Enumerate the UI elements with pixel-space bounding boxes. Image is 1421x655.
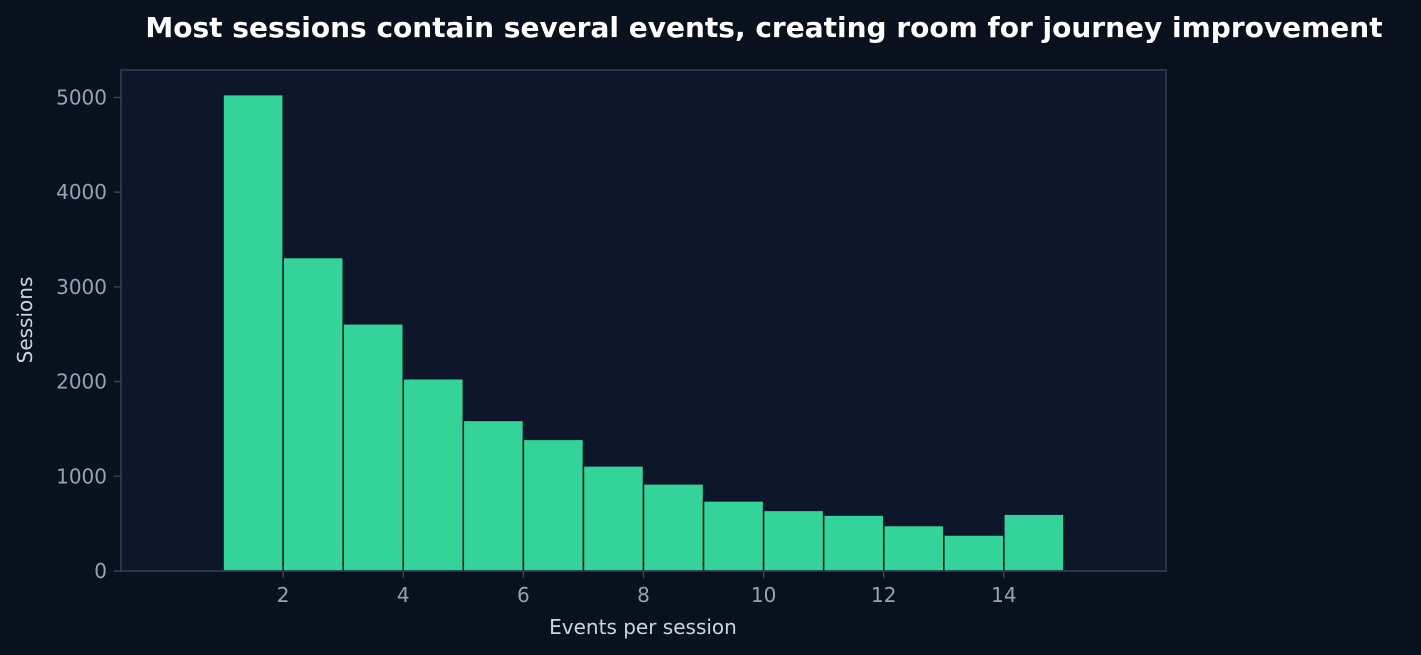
histogram-bar (402, 377, 465, 572)
y-axis-label: Sessions (13, 277, 37, 364)
y-tick-label: 1000 (56, 464, 107, 488)
plot-frame (120, 69, 1167, 572)
x-tick-label: 10 (751, 583, 776, 607)
histogram-bar (642, 483, 705, 572)
histogram-bar (762, 509, 825, 572)
x-tick-label: 2 (277, 583, 290, 607)
y-tick-label: 0 (94, 559, 107, 583)
histogram-bar (582, 465, 645, 572)
histogram-bar (222, 93, 284, 572)
y-tick-label: 2000 (56, 370, 107, 394)
x-tick-label: 6 (517, 583, 530, 607)
x-tick-label: 12 (871, 583, 896, 607)
y-tick-label: 5000 (56, 85, 107, 109)
histogram-bar (943, 534, 1005, 572)
histogram-bar (882, 524, 945, 572)
histogram-bar (342, 323, 405, 572)
histogram-bar (282, 256, 344, 572)
bars-group (222, 93, 1065, 572)
histogram-bar (702, 500, 765, 572)
histogram-bar (822, 514, 885, 572)
histogram-bar (462, 419, 525, 572)
x-tick-label: 14 (991, 583, 1016, 607)
x-axis-label: Events per session (549, 615, 737, 639)
chart-title: Most sessions contain several events, cr… (145, 11, 1382, 44)
y-tick-label: 3000 (56, 275, 107, 299)
histogram-bar (522, 438, 585, 572)
y-axis-ticks: 0 1000 2000 3000 4000 5000 (56, 85, 121, 583)
x-tick-label: 4 (397, 583, 410, 607)
x-axis-ticks: 2 4 6 8 10 12 14 (277, 571, 1017, 607)
histogram-bar (1003, 513, 1065, 572)
y-tick-label: 4000 (56, 180, 107, 204)
x-tick-label: 8 (637, 583, 650, 607)
